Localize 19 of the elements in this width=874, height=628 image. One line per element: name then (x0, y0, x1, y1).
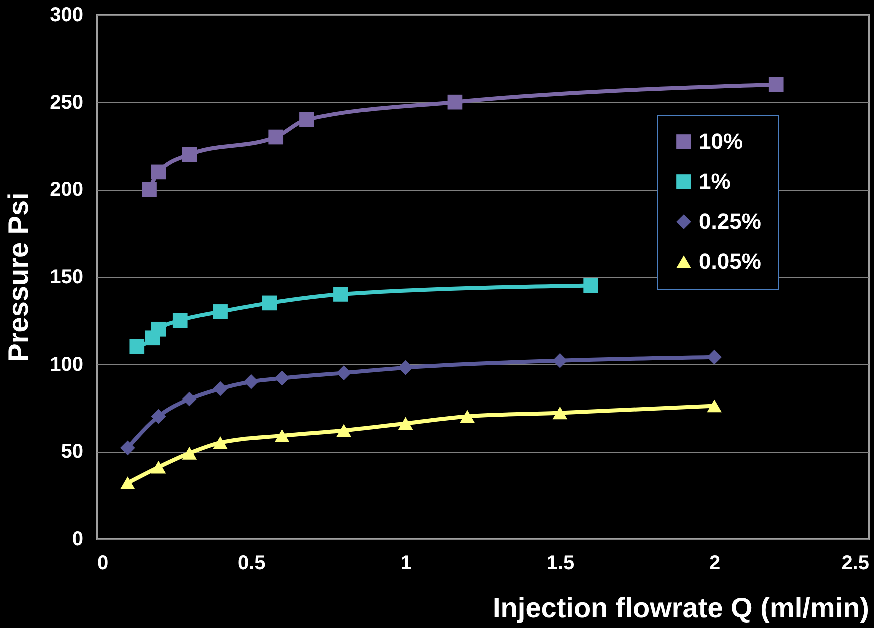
y-tick-label: 50 (61, 441, 84, 464)
y-tick-label: 200 (50, 179, 84, 202)
x-tick-label: 1 (400, 552, 412, 574)
x-tick-label: 2.5 (842, 552, 870, 574)
x-tick-label: 2 (710, 552, 721, 574)
x-tick-label: 0.5 (238, 552, 266, 574)
y-tick-label: 100 (50, 354, 84, 376)
legend-label: 0.25% (699, 209, 762, 234)
legend-label: 1% (699, 169, 731, 194)
y-tick-label: 250 (50, 92, 84, 114)
y-tick-label: 150 (50, 266, 84, 288)
x-tick-label: 1.5 (546, 552, 575, 574)
x-tick-label: 0 (98, 552, 109, 574)
x-axis-title: Injection flowrate Q (ml/min) (493, 592, 870, 624)
y-axis-title: Pressure Psi (3, 192, 34, 362)
y-tick-label: 0 (72, 528, 84, 550)
legend-label: 10% (699, 129, 744, 154)
y-tick-label: 300 (50, 4, 84, 26)
legend-label: 0.05% (699, 249, 762, 274)
